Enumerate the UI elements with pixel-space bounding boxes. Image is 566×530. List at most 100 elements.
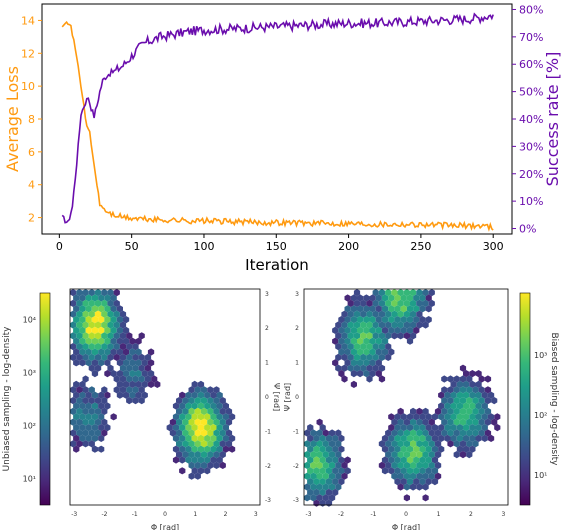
- hex-bin: [222, 413, 229, 421]
- hex-bin: [353, 299, 361, 307]
- x-tick-label: 50: [125, 240, 139, 253]
- hex-bin: [191, 434, 198, 442]
- hex-bin: [216, 402, 223, 410]
- hex-bin: [313, 467, 320, 475]
- hex-bin: [372, 299, 379, 307]
- hex-bin: [450, 434, 457, 442]
- hex-bin: [350, 348, 357, 356]
- x-tick-label: 0: [56, 240, 63, 253]
- hex-bin: [344, 348, 351, 356]
- hex-bin: [310, 494, 317, 502]
- right-y-tick-label: 30%: [519, 140, 543, 153]
- hex-bin: [469, 434, 476, 442]
- hex-bin: [428, 472, 435, 480]
- hex-bin: [463, 380, 470, 388]
- hex-bin: [425, 467, 432, 475]
- hex-bin: [91, 337, 99, 345]
- hex-bin: [391, 461, 398, 469]
- hex-bin: [385, 429, 392, 437]
- hex-bin: [210, 391, 217, 399]
- hex-bin: [98, 434, 105, 442]
- hex-bin: [481, 434, 488, 442]
- hex-bin: [450, 424, 457, 432]
- hex-bin: [76, 407, 83, 415]
- hex-bin: [200, 440, 208, 448]
- hex-bin: [179, 424, 186, 432]
- hex-bin: [88, 343, 95, 351]
- hex-bin: [394, 467, 401, 475]
- hex-bin: [366, 364, 373, 372]
- left-y-tick-label: 12: [21, 47, 35, 60]
- hex-bin: [431, 467, 439, 475]
- hex-bin: [431, 434, 439, 442]
- hex-bin: [132, 364, 139, 372]
- hex-bin: [319, 488, 326, 496]
- hex-bin: [116, 348, 123, 356]
- hex-bin: [419, 294, 426, 302]
- hex-bin: [104, 391, 111, 399]
- hex-bin: [413, 434, 420, 442]
- hex-bin: [385, 451, 392, 459]
- hex-bin: [200, 461, 208, 469]
- biased-sampling-heatmap: -3 -2 -1 0 1 2 3 Φ [rad] 3 2 1 0 -1 -2 -3 Ψ [rad] 10¹ 10²…: [283, 288, 559, 530]
- hex-bin: [154, 380, 161, 388]
- hex-bin: [400, 456, 407, 464]
- y-tick-label: 0: [265, 394, 269, 401]
- hex-bin: [110, 305, 117, 313]
- hex-bin: [219, 461, 226, 469]
- hex-bin: [219, 440, 226, 448]
- hex-bin: [360, 310, 367, 318]
- hex-bin: [91, 391, 99, 399]
- hex-bin: [357, 305, 364, 313]
- hex-bin: [428, 429, 435, 437]
- hex-bin: [388, 456, 395, 464]
- hex-bin: [132, 353, 139, 361]
- hex-bin: [375, 305, 382, 313]
- hex-bin: [397, 440, 404, 448]
- hex-bin: [410, 299, 417, 307]
- hex-bin: [357, 348, 364, 356]
- hex-bin: [463, 445, 470, 453]
- hex-bin: [316, 483, 323, 491]
- hex-bin: [403, 332, 410, 340]
- hex-bin: [207, 397, 214, 405]
- hex-bin: [91, 316, 99, 324]
- hex-bin: [410, 310, 417, 318]
- hex-bin: [481, 391, 488, 399]
- hex-bin: [416, 418, 423, 426]
- hex-bin: [94, 310, 102, 318]
- hex-bin: [388, 445, 395, 453]
- hex-bin: [357, 337, 364, 345]
- hex-bin: [310, 440, 317, 448]
- hex-bin: [459, 364, 467, 372]
- hex-bin: [350, 337, 357, 345]
- hex-bin: [335, 332, 342, 340]
- hex-bin: [113, 386, 120, 394]
- hex-bin: [182, 429, 189, 437]
- hex-bin: [219, 429, 226, 437]
- hex-bin: [491, 397, 498, 405]
- hex-bin: [413, 305, 420, 313]
- hex-bin: [413, 467, 420, 475]
- hex-bin: [85, 305, 92, 313]
- hex-bin: [101, 407, 108, 415]
- hex-bin: [388, 326, 395, 334]
- hex-bin: [176, 397, 183, 405]
- hex-bin: [191, 424, 198, 432]
- hex-bin: [82, 310, 89, 318]
- hex-bin: [70, 332, 77, 340]
- hex-bin: [182, 451, 189, 459]
- hex-bin: [438, 413, 445, 421]
- hex-bin: [441, 397, 448, 405]
- hex-bin: [332, 467, 339, 475]
- hex-bin: [119, 310, 127, 318]
- hex-bin: [391, 440, 398, 448]
- x-tick-label: -2: [338, 511, 344, 518]
- hex-bin: [459, 397, 467, 405]
- hex-bin: [403, 289, 410, 297]
- hex-bin: [113, 321, 120, 329]
- hex-bin: [341, 353, 348, 361]
- hex-bin: [200, 418, 208, 426]
- hex-bin: [487, 434, 495, 442]
- hex-bin: [397, 310, 404, 318]
